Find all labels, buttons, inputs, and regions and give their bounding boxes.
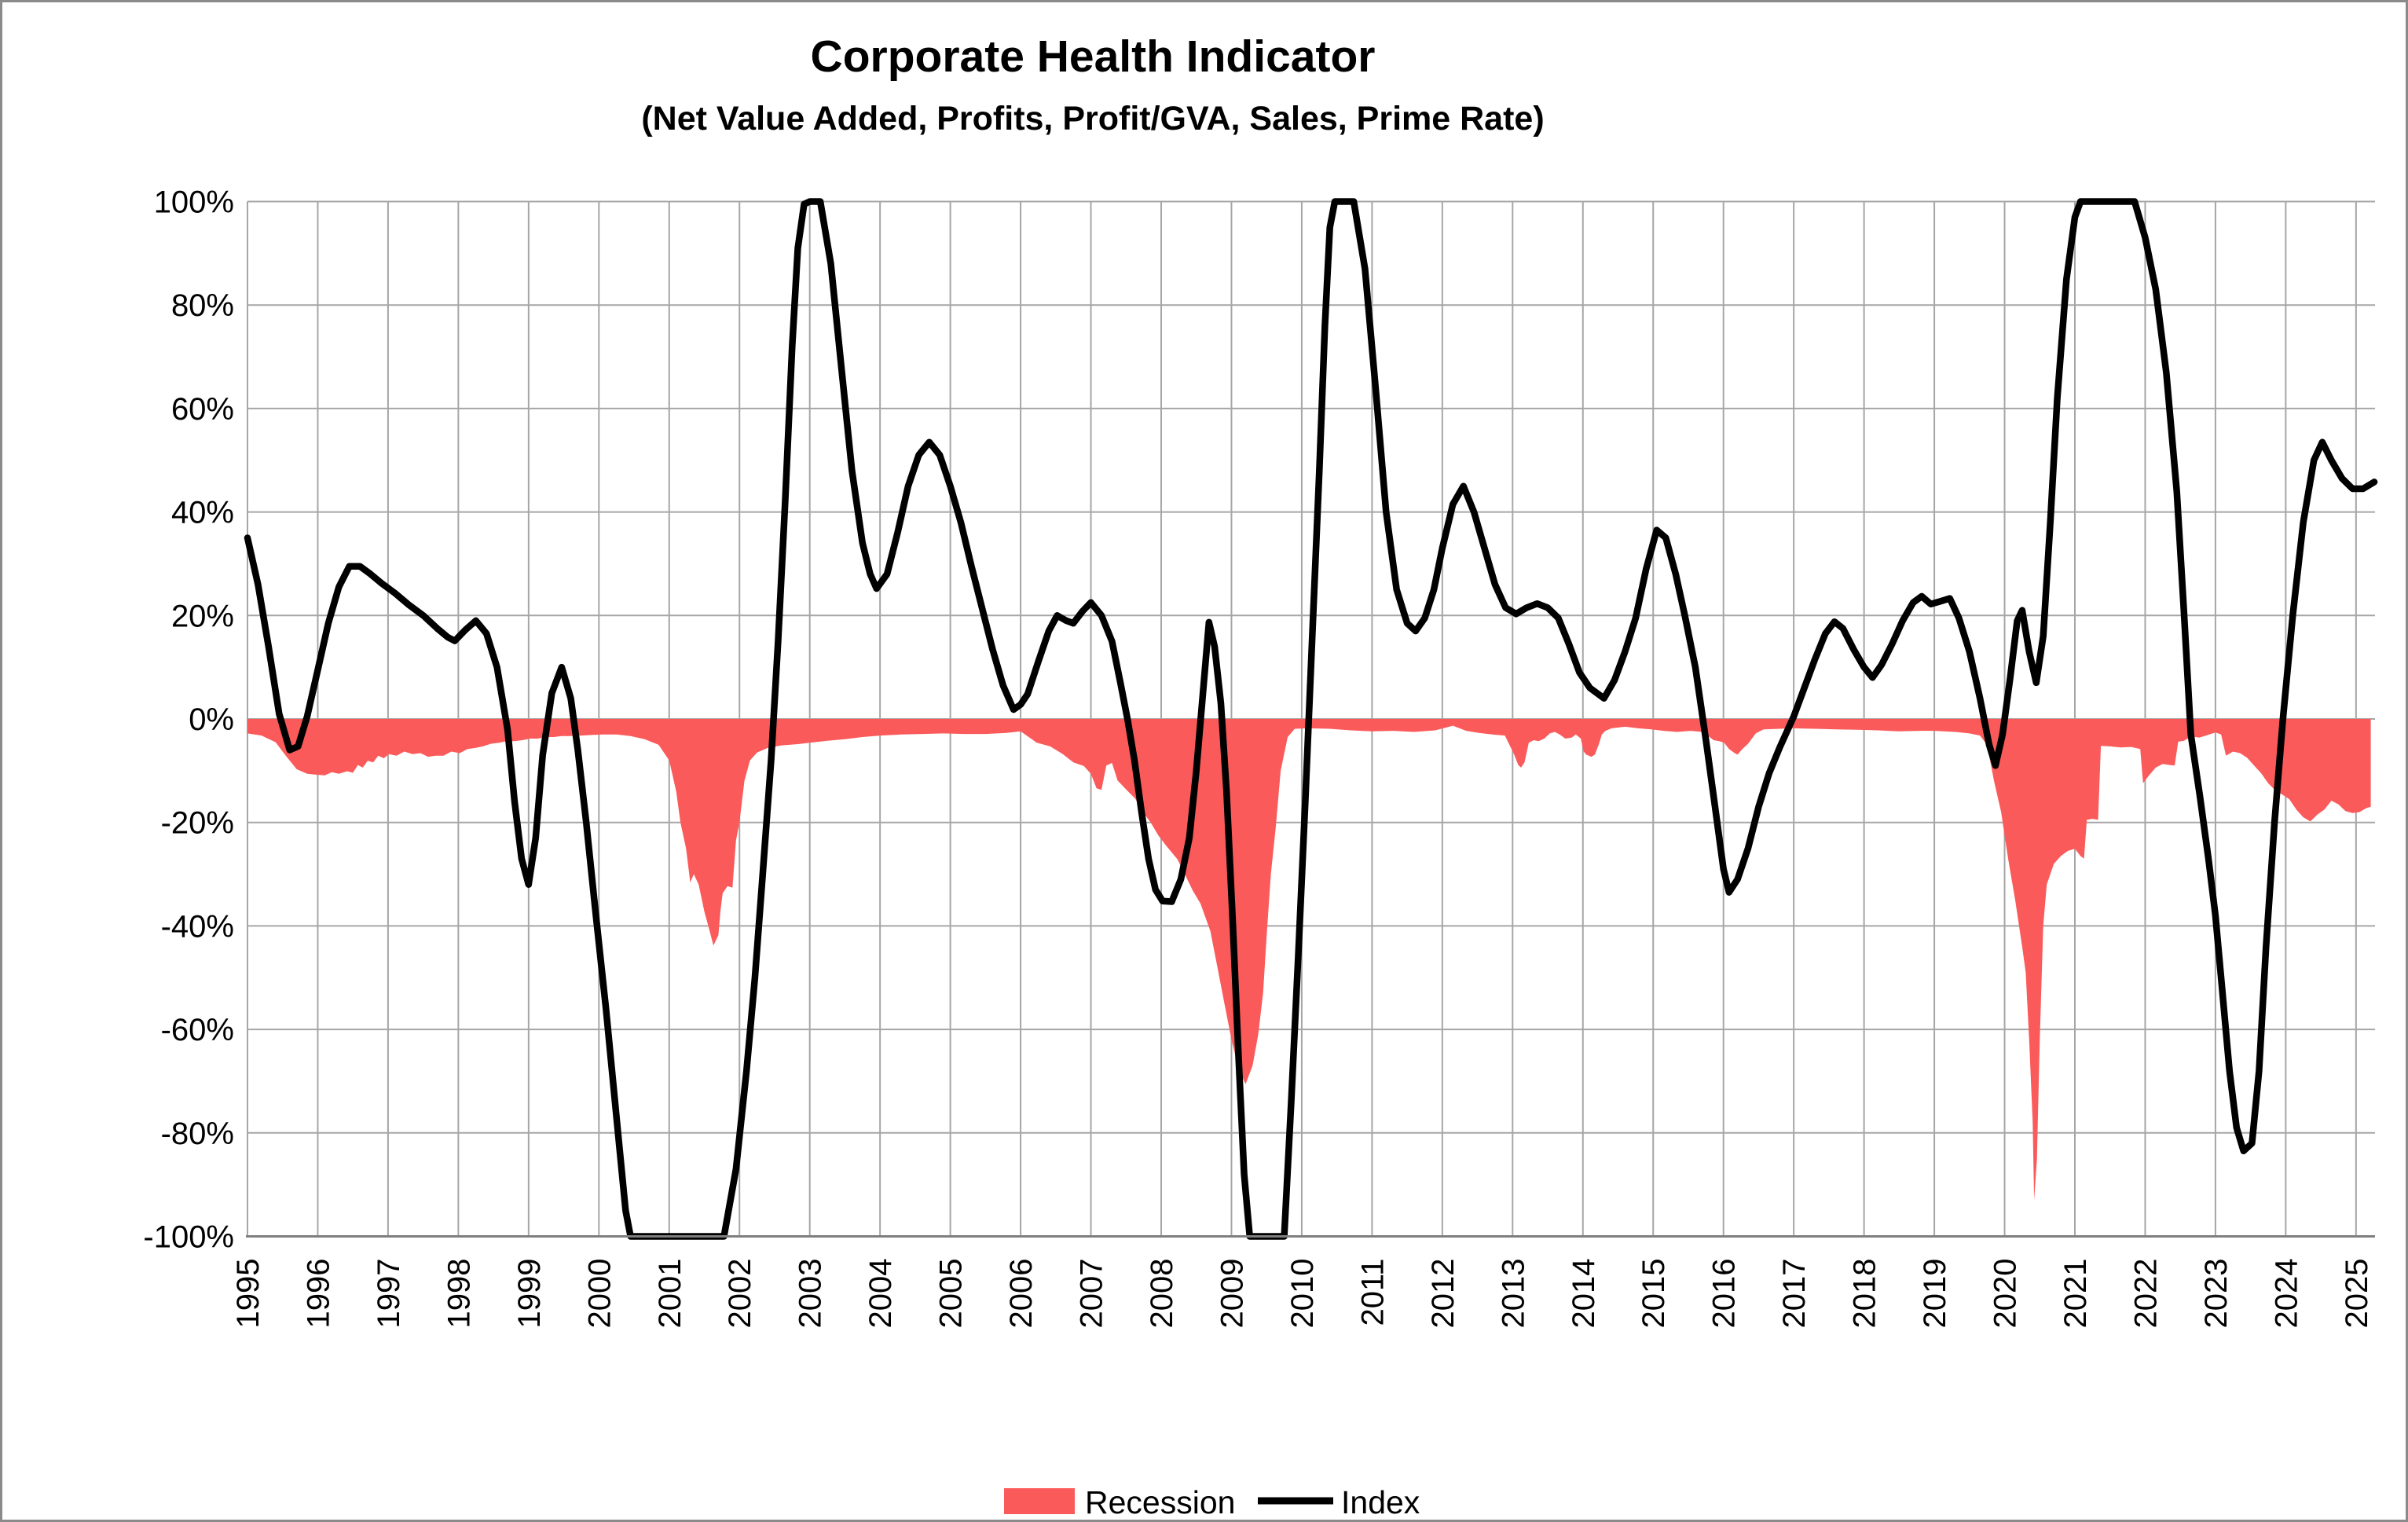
y-tick-label: -80% [161, 1117, 234, 1151]
x-tick-label: 2007 [1075, 1259, 1109, 1329]
x-tick-label: 2019 [1918, 1259, 1952, 1329]
x-tick-label: 2015 [1636, 1259, 1671, 1329]
x-tick-label: 2010 [1285, 1259, 1320, 1329]
legend: Recession Index [1004, 1484, 1420, 1520]
y-axis-labels: 100% 80% 60% 40% 20% 0% -20% -40% -60% -80% -100% [143, 185, 234, 1255]
x-tick-label: 1995 [231, 1259, 266, 1329]
y-tick-label: -40% [161, 909, 234, 944]
x-tick-label: 1999 [512, 1259, 547, 1329]
x-tick-label: 2025 [2340, 1259, 2374, 1329]
x-tick-label: 2002 [723, 1259, 757, 1329]
y-tick-label: 60% [171, 392, 234, 427]
x-axis-labels: 1995 1996 1997 1998 1999 2000 2001 2002 2003 2004… [231, 1259, 2374, 1329]
y-tick-label: 80% [171, 288, 234, 323]
x-tick-label: 2011 [1355, 1259, 1390, 1326]
y-tick-label: -20% [161, 806, 234, 841]
x-tick-label: 2003 [794, 1259, 828, 1329]
legend-index-label: Index [1341, 1484, 1420, 1520]
y-tick-label: -60% [161, 1013, 234, 1047]
x-tick-label: 1996 [301, 1259, 335, 1329]
x-tick-label: 2021 [2058, 1259, 2093, 1329]
legend-recession-swatch [1004, 1488, 1075, 1514]
x-tick-label: 1997 [372, 1259, 406, 1329]
x-tick-label: 2016 [1707, 1259, 1742, 1329]
index-line [244, 198, 2378, 1240]
x-tick-label: 2017 [1777, 1259, 1812, 1329]
x-tick-label: 2004 [863, 1259, 898, 1329]
y-tick-label: 0% [189, 702, 234, 737]
x-tick-label: 2018 [1848, 1259, 1882, 1329]
chart-title: Corporate Health Indicator [811, 31, 1376, 82]
x-tick-label: 2020 [1988, 1259, 2023, 1329]
x-tick-label: 2022 [2128, 1259, 2163, 1329]
x-tick-label: 2008 [1145, 1259, 1179, 1329]
y-tick-label: 100% [154, 185, 234, 220]
x-tick-label: 2024 [2269, 1259, 2304, 1329]
recession-area [247, 719, 2371, 1201]
x-tick-label: 2023 [2199, 1259, 2234, 1329]
x-tick-label: 2006 [1004, 1259, 1039, 1329]
x-tick-label: 2001 [653, 1259, 687, 1329]
y-tick-label: 20% [171, 599, 234, 633]
x-tick-label: 2005 [934, 1259, 969, 1329]
x-tick-label: 2014 [1567, 1259, 1601, 1329]
chart-subtitle: (Net Value Added, Profits, Profit/GVA, S… [641, 100, 1544, 138]
x-tick-label: 2009 [1215, 1259, 1249, 1329]
y-tick-label: 40% [171, 496, 234, 530]
y-tick-label: -100% [143, 1220, 234, 1255]
plot-series [244, 198, 2378, 1240]
legend-recession-label: Recession [1085, 1484, 1235, 1520]
x-tick-label: 1998 [442, 1259, 476, 1329]
x-tick-label: 2012 [1426, 1259, 1461, 1329]
x-tick-label: 2000 [582, 1259, 617, 1329]
x-tick-label: 2013 [1496, 1259, 1530, 1329]
